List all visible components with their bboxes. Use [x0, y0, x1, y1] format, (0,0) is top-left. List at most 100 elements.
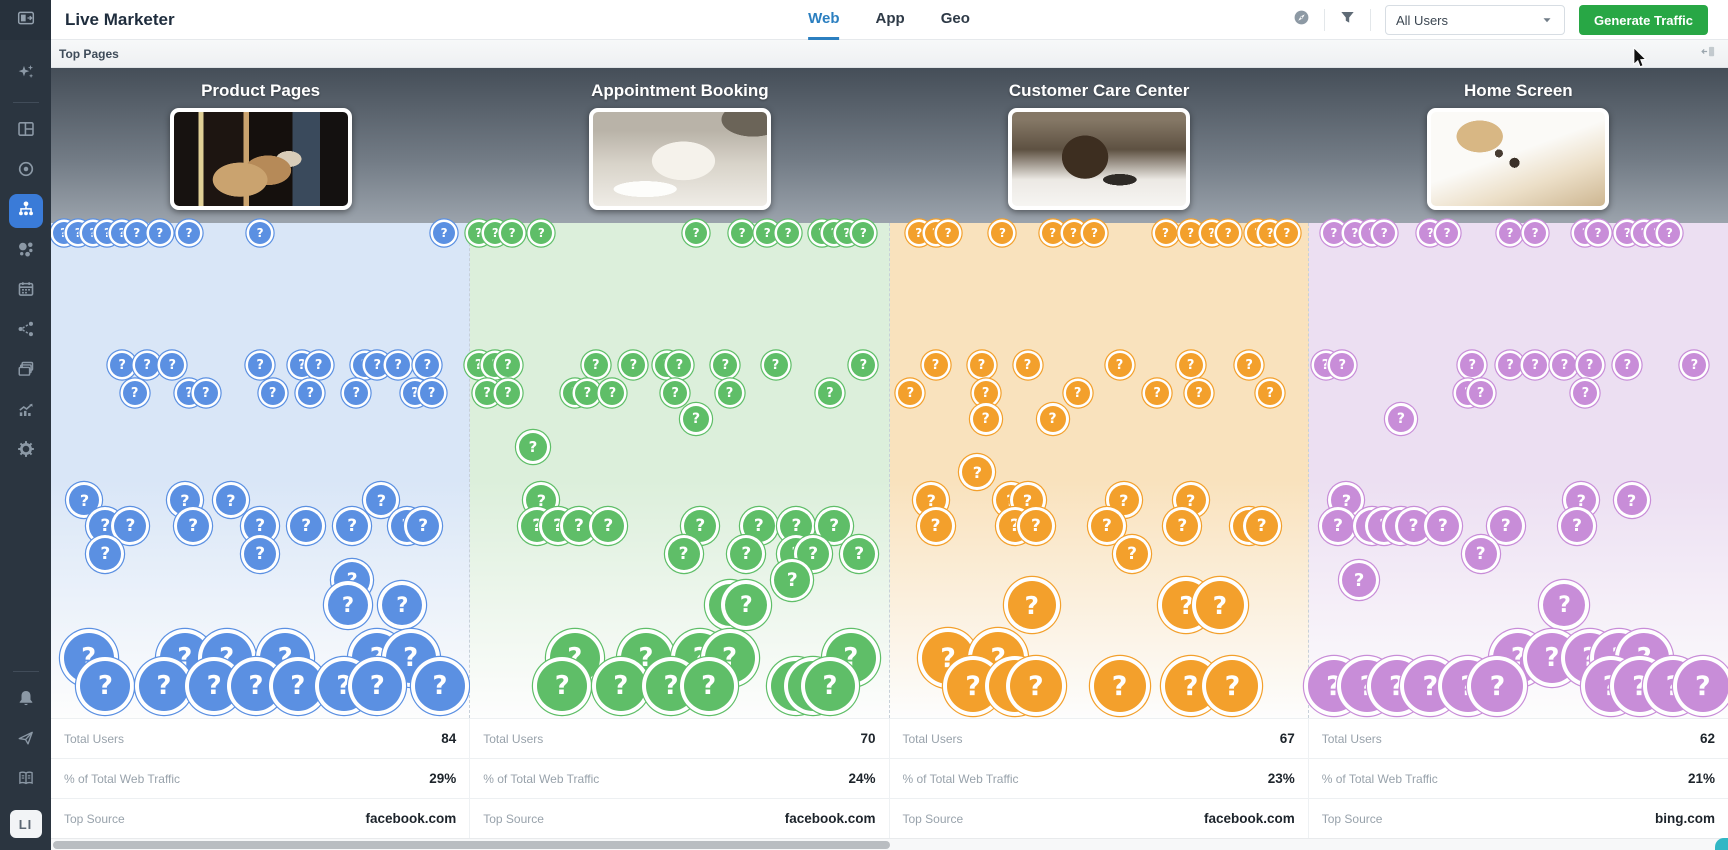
user-bubble[interactable]: ?: [1065, 381, 1090, 405]
sidebar-item-settings[interactable]: [9, 434, 43, 468]
user-bubble[interactable]: ?: [1200, 222, 1223, 244]
user-bubble[interactable]: ?: [352, 661, 403, 711]
sidebar-item-funnels[interactable]: [9, 314, 43, 348]
user-bubble[interactable]: ?: [537, 661, 588, 711]
user-bubble[interactable]: ?: [1587, 222, 1610, 244]
tab-app[interactable]: App: [875, 10, 905, 27]
user-bubble[interactable]: ?: [1471, 660, 1524, 712]
user-bubble[interactable]: ?: [592, 510, 625, 542]
brand-logo[interactable]: LI: [9, 810, 42, 838]
user-bubble[interactable]: ?: [344, 381, 369, 405]
sidebar-item-goals[interactable]: [9, 154, 43, 188]
user-bubble[interactable]: ?: [414, 661, 465, 711]
user-bubble[interactable]: ?: [1464, 538, 1497, 570]
filter-button[interactable]: [1339, 9, 1356, 31]
user-bubble[interactable]: ?: [1007, 581, 1056, 629]
user-bubble[interactable]: ?: [1498, 222, 1521, 244]
user-bubble[interactable]: ?: [114, 510, 147, 542]
user-bubble[interactable]: ?: [575, 381, 600, 405]
user-bubble[interactable]: ?: [1524, 222, 1547, 244]
user-bubble[interactable]: ?: [89, 538, 122, 570]
user-bubble[interactable]: ?: [178, 222, 201, 244]
user-bubble[interactable]: ?: [1387, 406, 1414, 432]
user-bubble[interactable]: ?: [919, 510, 952, 542]
user-bubble[interactable]: ?: [467, 222, 490, 244]
user-bubble[interactable]: ?: [1397, 510, 1430, 542]
user-bubble[interactable]: ?: [122, 381, 147, 405]
user-bubble[interactable]: ?: [1561, 510, 1594, 542]
user-bubble[interactable]: ?: [1206, 660, 1259, 712]
user-bubble[interactable]: ?: [1116, 538, 1149, 570]
user-bubble[interactable]: ?: [244, 510, 277, 542]
page-thumbnail-cat-plate[interactable]: [588, 108, 771, 210]
user-bubble[interactable]: ?: [663, 381, 688, 405]
user-bubble[interactable]: ?: [851, 353, 876, 377]
user-bubble[interactable]: ?: [684, 510, 717, 542]
user-bubble[interactable]: ?: [1573, 381, 1598, 405]
user-bubble[interactable]: ?: [1373, 222, 1396, 244]
user-bubble[interactable]: ?: [843, 538, 876, 570]
user-bubble[interactable]: ?: [1093, 660, 1146, 712]
user-bubble[interactable]: ?: [583, 353, 608, 377]
user-bubble[interactable]: ?: [973, 381, 998, 405]
user-bubble[interactable]: ?: [272, 661, 323, 711]
user-bubble[interactable]: ?: [138, 661, 189, 711]
user-bubble[interactable]: ?: [937, 222, 960, 244]
user-bubble[interactable]: ?: [290, 510, 323, 542]
user-bubble[interactable]: ?: [1436, 222, 1459, 244]
user-bubble[interactable]: ?: [1009, 660, 1062, 712]
user-bubble[interactable]: ?: [382, 585, 423, 625]
user-bubble[interactable]: ?: [260, 381, 285, 405]
user-bubble[interactable]: ?: [1419, 222, 1442, 244]
user-bubble[interactable]: ?: [817, 381, 842, 405]
user-bubble[interactable]: ?: [177, 510, 210, 542]
user-bubble[interactable]: ?: [125, 222, 148, 244]
user-bubble[interactable]: ?: [1108, 485, 1139, 515]
user-bubble[interactable]: ?: [1258, 381, 1283, 405]
user-bubble[interactable]: ?: [1107, 353, 1132, 377]
user-bubble[interactable]: ?: [530, 222, 553, 244]
user-bubble[interactable]: ?: [1330, 353, 1355, 377]
user-bubble[interactable]: ?: [298, 381, 323, 405]
user-bubble[interactable]: ?: [1062, 222, 1085, 244]
user-bubble[interactable]: ?: [1468, 381, 1493, 405]
user-bubble[interactable]: ?: [193, 381, 218, 405]
user-bubble[interactable]: ?: [1543, 584, 1586, 626]
generate-traffic-button[interactable]: Generate Traffic: [1579, 5, 1708, 35]
sidebar-toggle-button[interactable]: [0, 0, 51, 40]
user-bubble[interactable]: ?: [1523, 353, 1548, 377]
user-bubble[interactable]: ?: [244, 538, 277, 570]
user-bubble[interactable]: ?: [1019, 510, 1052, 542]
sidebar-item-docs[interactable]: [9, 763, 43, 797]
sidebar-item-reports[interactable]: [9, 354, 43, 388]
user-bubble[interactable]: ?: [1154, 222, 1177, 244]
tab-web[interactable]: Web: [808, 0, 840, 40]
page-thumbnail-room-puppies[interactable]: [169, 108, 352, 210]
user-bubble[interactable]: ?: [1090, 510, 1123, 542]
user-bubble[interactable]: ?: [731, 222, 754, 244]
user-bubble[interactable]: ?: [1489, 510, 1522, 542]
user-bubble[interactable]: ?: [962, 457, 993, 487]
user-bubble[interactable]: ?: [1497, 353, 1522, 377]
user-bubble[interactable]: ?: [835, 222, 858, 244]
user-bubble[interactable]: ?: [730, 538, 763, 570]
user-bubble[interactable]: ?: [1615, 353, 1640, 377]
user-bubble[interactable]: ?: [907, 222, 930, 244]
user-bubble[interactable]: ?: [717, 381, 742, 405]
user-bubble[interactable]: ?: [923, 353, 948, 377]
user-bubble[interactable]: ?: [1322, 510, 1355, 542]
user-bubble[interactable]: ?: [1577, 353, 1602, 377]
tab-geo[interactable]: Geo: [940, 10, 970, 27]
user-bubble[interactable]: ?: [683, 406, 710, 432]
sidebar-item-notifications[interactable]: [9, 683, 43, 717]
user-bubble[interactable]: ?: [777, 222, 800, 244]
user-bubble[interactable]: ?: [1237, 353, 1262, 377]
user-bubble[interactable]: ?: [1187, 381, 1211, 405]
user-bubble[interactable]: ?: [898, 381, 923, 405]
collapse-panel-button[interactable]: [1701, 44, 1716, 64]
user-bubble[interactable]: ?: [1041, 222, 1064, 244]
user-bubble[interactable]: ?: [495, 381, 520, 405]
user-bubble[interactable]: ?: [1245, 510, 1278, 542]
user-bubble[interactable]: ?: [713, 353, 738, 377]
user-bubble[interactable]: ?: [667, 353, 692, 377]
